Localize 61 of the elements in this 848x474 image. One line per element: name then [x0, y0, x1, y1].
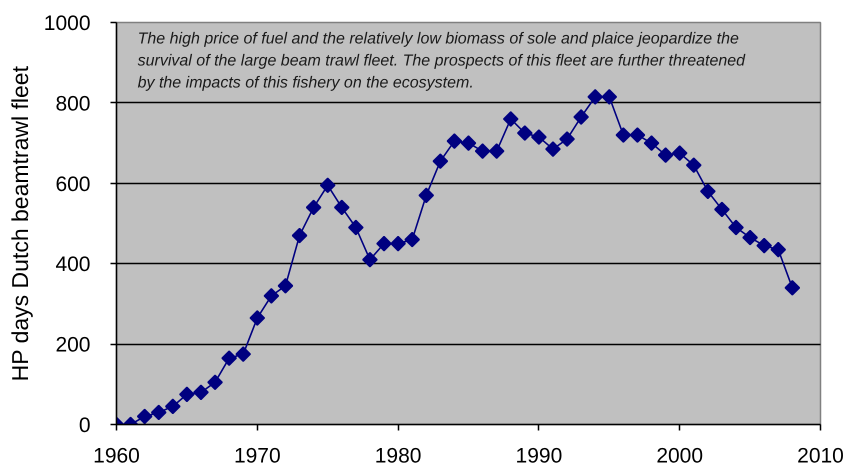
point	[658, 147, 674, 163]
point	[179, 386, 195, 402]
point	[446, 133, 462, 149]
point	[136, 408, 152, 424]
point	[193, 384, 209, 400]
point	[474, 143, 490, 159]
point	[531, 129, 547, 145]
x-tick-label: 2000	[656, 444, 704, 468]
point	[404, 232, 420, 248]
y-axis-title: HP days Dutch beamtrawl fleet	[6, 65, 33, 382]
y-tick-label: 0	[78, 414, 91, 437]
point	[686, 157, 702, 174]
point	[292, 228, 308, 244]
point	[714, 202, 730, 218]
point	[784, 280, 800, 296]
x-tick-label: 1980	[374, 444, 422, 468]
point	[165, 398, 181, 414]
y-tick-label: 400	[55, 253, 91, 276]
point	[545, 141, 561, 157]
annotation: The high price of fuel and the relatively low biomass of sole and plaice jeopardize the survival of the large beam trawl fleet. The prospects of this fleet are further threatened by the impacts of this fishery on the ecosystem.	[138, 30, 746, 92]
point	[235, 346, 252, 362]
point	[207, 374, 223, 390]
point	[264, 288, 280, 304]
point	[517, 125, 533, 141]
point	[559, 131, 575, 147]
point	[390, 236, 406, 252]
point	[728, 220, 744, 236]
point	[221, 350, 237, 366]
point	[488, 143, 504, 159]
y-tick-label: 1000	[44, 12, 90, 35]
point	[334, 200, 350, 216]
y-tick-label: 800	[55, 92, 91, 116]
point	[756, 238, 772, 254]
point	[348, 220, 364, 236]
x-tick-label: 1960	[93, 444, 140, 468]
point	[278, 278, 294, 294]
point	[418, 188, 434, 204]
point	[306, 200, 322, 216]
point	[432, 153, 448, 170]
x-tick-label: 1990	[516, 444, 562, 468]
point	[320, 177, 336, 194]
point	[249, 310, 266, 326]
point	[150, 404, 167, 420]
point	[630, 127, 646, 143]
point	[362, 252, 378, 268]
point	[672, 145, 688, 161]
y-tick-label: 200	[55, 334, 91, 357]
x-tick-label: 1970	[234, 444, 281, 468]
point	[616, 127, 632, 143]
point	[770, 242, 786, 258]
point	[644, 135, 660, 151]
point	[460, 135, 476, 151]
x-tick-label: 2010	[797, 444, 844, 468]
point	[502, 111, 519, 127]
point	[376, 236, 392, 252]
point	[601, 89, 618, 105]
point	[700, 184, 716, 200]
y-tick-label: 600	[55, 172, 91, 196]
point	[587, 89, 604, 105]
point	[742, 230, 758, 246]
point	[573, 109, 589, 125]
